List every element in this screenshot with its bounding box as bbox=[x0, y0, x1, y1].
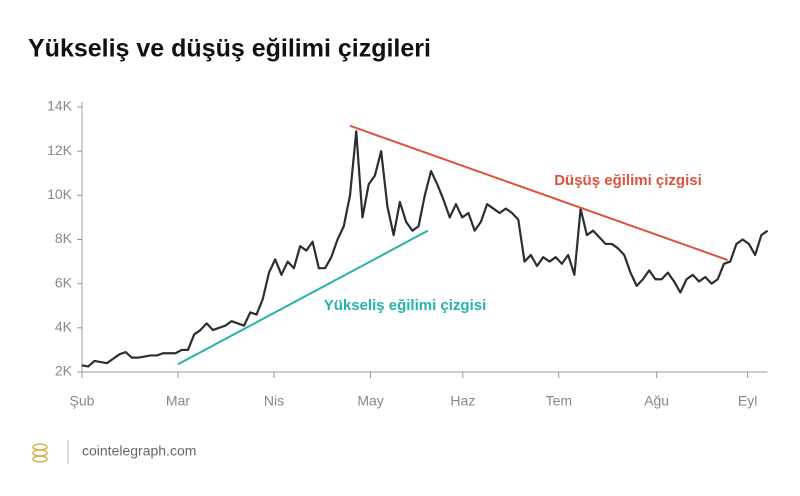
trend-line bbox=[177, 229, 429, 366]
x-tick-label: Haz bbox=[450, 393, 475, 409]
x-tick-label: Şub bbox=[70, 393, 95, 409]
chart-title: Yükseliş ve düşüş eğilimi çizgileri bbox=[28, 35, 431, 63]
price-line bbox=[81, 130, 769, 368]
trend-label: Düşüş eğilimi çizgisi bbox=[554, 172, 702, 189]
trend-label: Yükseliş eğilimi çizgisi bbox=[324, 297, 487, 314]
x-tick-label: Ağu bbox=[644, 393, 669, 409]
x-tick-label: Nis bbox=[264, 393, 284, 409]
y-tick-label: 14K bbox=[47, 98, 73, 114]
x-tick-label: Eyl bbox=[738, 393, 757, 409]
x-tick-label: Tem bbox=[546, 393, 572, 409]
logo bbox=[32, 443, 48, 463]
x-tick-label: May bbox=[357, 393, 383, 409]
y-tick-label: 2K bbox=[55, 363, 73, 379]
y-tick-label: 4K bbox=[55, 319, 73, 335]
source: cointelegraph.com bbox=[82, 443, 196, 459]
y-tick-label: 10K bbox=[47, 186, 73, 202]
y-tick-label: 8K bbox=[55, 230, 73, 246]
y-tick-label: 12K bbox=[47, 142, 73, 158]
trend-line bbox=[349, 124, 729, 261]
x-tick-label: Mar bbox=[166, 393, 190, 409]
y-tick-label: 6K bbox=[55, 274, 73, 290]
